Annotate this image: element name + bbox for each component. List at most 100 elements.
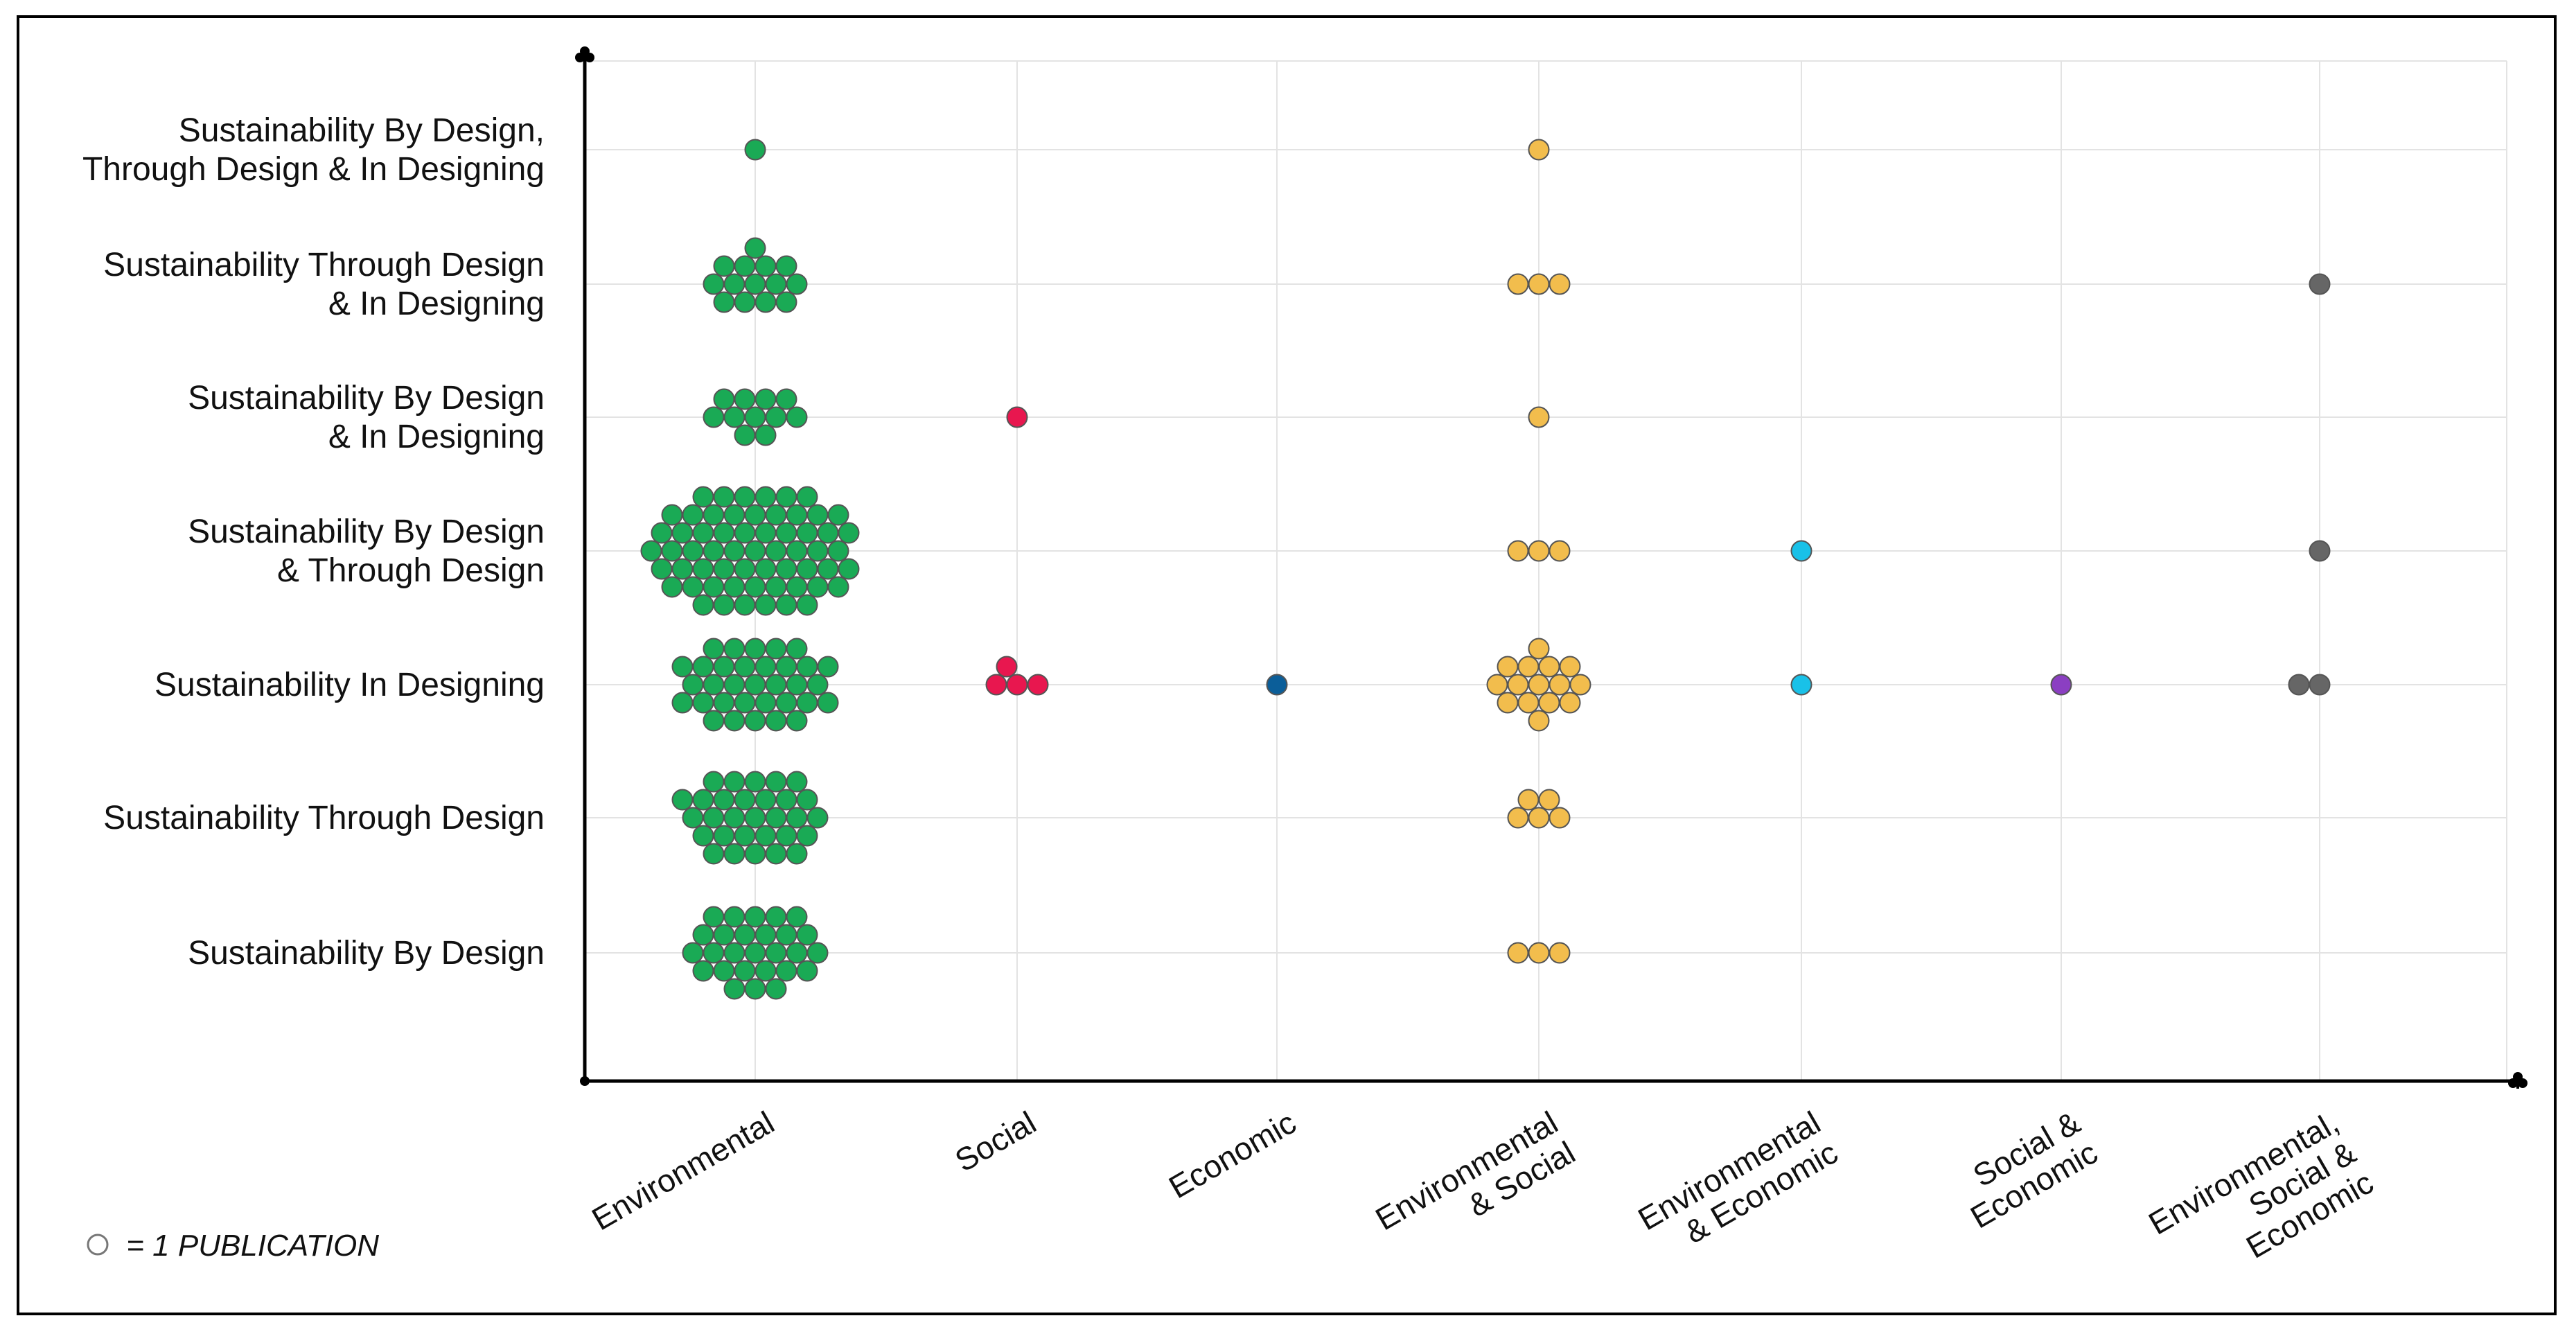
publication-dot	[796, 486, 818, 508]
publication-dot	[671, 558, 694, 580]
publication-dot	[692, 522, 714, 544]
publication-dot	[806, 540, 829, 562]
publication-dot	[682, 674, 704, 696]
publication-dot	[755, 255, 777, 277]
y-tick-label: & In Designing	[328, 419, 545, 455]
chart-frame: Sustainability By Design, Through Design …	[17, 15, 2557, 1315]
publication-dot	[703, 843, 725, 865]
publication-dot	[775, 594, 797, 616]
publication-dot	[775, 522, 797, 544]
publication-dot	[723, 978, 746, 1000]
publication-dot	[796, 594, 818, 616]
publication-dot	[806, 576, 829, 598]
publication-dot	[827, 504, 849, 526]
publication-dot	[734, 825, 756, 847]
publication-dot	[744, 540, 766, 562]
publication-dot	[786, 771, 808, 793]
publication-dot	[734, 789, 756, 811]
axis-origin-dot	[580, 1076, 590, 1086]
publication-dot	[796, 960, 818, 982]
publication-dot	[723, 638, 746, 660]
chart-svg: Sustainability By Design,Through Design …	[82, 46, 2528, 1265]
publication-dot	[671, 789, 694, 811]
publication-dot	[1549, 674, 1571, 696]
publication-dot	[734, 388, 756, 410]
publication-dot	[734, 424, 756, 446]
publication-dot	[1538, 692, 1560, 714]
x-tick-label: Environmental& Social	[1369, 1104, 1581, 1237]
publication-dot	[651, 522, 673, 544]
publication-dot	[692, 825, 714, 847]
publication-dot	[703, 273, 725, 295]
publication-dot	[765, 771, 787, 793]
publication-dot	[796, 558, 818, 580]
publication-dot	[723, 771, 746, 793]
publication-dot	[765, 942, 787, 964]
publication-dot	[744, 273, 766, 295]
publication-dot	[1507, 540, 1529, 562]
publication-dot	[1538, 789, 1560, 811]
publication-dot	[786, 674, 808, 696]
publication-dot	[703, 710, 725, 732]
publication-dot	[765, 540, 787, 562]
publication-dot	[775, 291, 797, 313]
publication-dot	[817, 558, 839, 580]
publication-dot	[734, 522, 756, 544]
publication-dot	[1006, 406, 1028, 428]
publication-dot	[1517, 789, 1540, 811]
publication-dot	[1569, 674, 1591, 696]
publication-dot	[713, 692, 735, 714]
publication-dot	[744, 139, 766, 161]
publication-dot	[744, 843, 766, 865]
publication-dot	[640, 540, 662, 562]
publication-dot	[796, 924, 818, 946]
publication-dot	[703, 406, 725, 428]
publication-dot	[661, 576, 683, 598]
publication-dot	[1528, 540, 1550, 562]
publication-dot	[838, 522, 860, 544]
publication-dot	[786, 942, 808, 964]
x-tick-labels: Environmental Social Economic Environmental…	[585, 1104, 2379, 1265]
publication-dot	[786, 638, 808, 660]
publication-dot	[755, 656, 777, 678]
publication-dot	[2309, 273, 2331, 295]
publication-dot	[713, 388, 735, 410]
publication-dot	[2309, 540, 2331, 562]
legend-symbol-icon	[87, 1234, 109, 1256]
y-tick-label: Sustainability Through Design	[103, 247, 545, 283]
publication-dot	[1549, 942, 1571, 964]
data-points	[640, 139, 2331, 1000]
publication-dot	[765, 843, 787, 865]
publication-dot	[734, 594, 756, 616]
publication-dot	[723, 942, 746, 964]
publication-dot	[1528, 638, 1550, 660]
publication-dot	[703, 638, 725, 660]
publication-dot	[755, 291, 777, 313]
publication-dot	[996, 656, 1018, 678]
publication-dot	[723, 807, 746, 829]
publication-dot	[713, 825, 735, 847]
x-tick-label: Environmental,Social &Economic	[2142, 1104, 2379, 1265]
publication-dot	[723, 540, 746, 562]
publication-dot	[734, 692, 756, 714]
publication-dot	[744, 674, 766, 696]
publication-dot	[682, 576, 704, 598]
publication-dot	[755, 825, 777, 847]
publication-dot	[744, 638, 766, 660]
publication-dot	[786, 906, 808, 928]
publication-dot	[671, 692, 694, 714]
publication-dot	[786, 540, 808, 562]
publication-dot	[1517, 656, 1540, 678]
publication-dot	[1507, 807, 1529, 829]
publication-dot	[786, 273, 808, 295]
publication-dot	[775, 558, 797, 580]
publication-dot	[755, 924, 777, 946]
publication-dot	[775, 960, 797, 982]
publication-dot	[1486, 674, 1508, 696]
publication-dot	[1497, 692, 1519, 714]
publication-dot	[1528, 942, 1550, 964]
publication-dot	[755, 486, 777, 508]
publication-dot	[1528, 674, 1550, 696]
publication-dot	[765, 674, 787, 696]
publication-dot	[744, 906, 766, 928]
